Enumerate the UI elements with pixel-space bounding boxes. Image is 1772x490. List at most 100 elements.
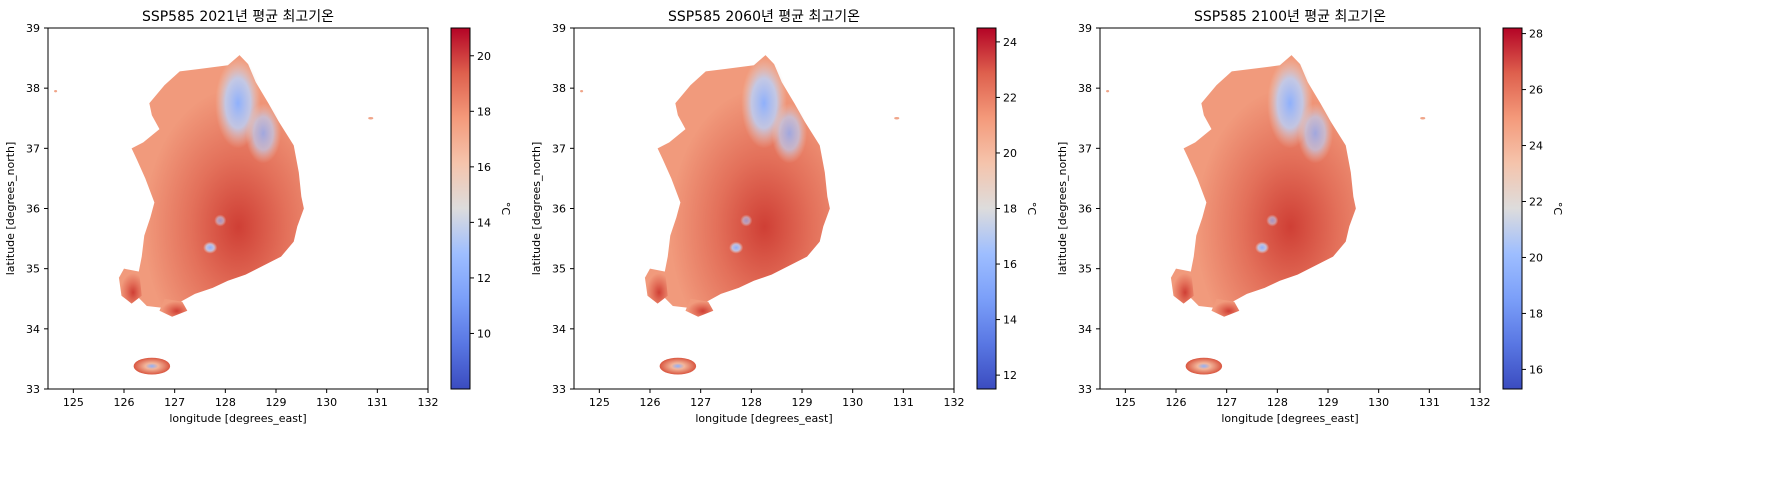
y-tick-label: 38 <box>552 82 566 95</box>
y-tick-label: 33 <box>1078 383 1092 396</box>
x-tick-label: 129 <box>266 396 287 409</box>
x-tick-label: 132 <box>1470 396 1491 409</box>
mainland-temperature-field <box>644 55 830 317</box>
jeju-island <box>659 357 697 375</box>
ulleungdo-island <box>1420 117 1426 120</box>
y-tick-label: 35 <box>552 263 566 276</box>
colorbar-tick-label: 20 <box>1003 147 1017 160</box>
ulleungdo-island <box>368 117 374 120</box>
mainland-temperature-field <box>118 55 304 317</box>
colorbar-tick-label: 18 <box>1529 307 1543 320</box>
cool-peak-deogyusan <box>740 214 753 227</box>
y-tick-label: 36 <box>26 203 40 216</box>
colorbar-tick-label: 16 <box>1003 258 1017 271</box>
colorbar-label: °C <box>499 202 512 216</box>
ulleungdo-island <box>894 117 900 120</box>
x-tick-label: 126 <box>114 396 135 409</box>
plot-area <box>580 55 900 375</box>
colorbar-gradient <box>1502 27 1523 390</box>
map-panel-2: SSP585 2060년 평균 최고기온 125 126 127 128 129 130 13… <box>530 9 1038 425</box>
map-panel-1: SSP585 2021년 평균 최고기온 125 126 127 128 129 130 13… <box>4 9 512 425</box>
y-tick-label: 39 <box>1078 22 1092 35</box>
y-tick-label: 33 <box>552 383 566 396</box>
y-tick-label: 34 <box>552 323 566 336</box>
cool-peak-jirisan <box>203 241 218 254</box>
colorbar-tick-label: 18 <box>477 105 491 118</box>
x-tick-label: 130 <box>1368 396 1389 409</box>
y-tick-label: 36 <box>552 203 566 216</box>
y-tick-label: 37 <box>1078 142 1092 155</box>
land-raster <box>1106 55 1426 375</box>
x-axis-label: longitude [degrees_east] <box>1221 412 1358 425</box>
colorbar-tick-label: 20 <box>1529 251 1543 264</box>
y-axis-label: latitude [degrees_north] <box>530 142 543 276</box>
cool-peak-deogyusan <box>214 214 227 227</box>
x-tick-label: 131 <box>367 396 388 409</box>
chart-title: SSP585 2021년 평균 최고기온 <box>142 9 334 25</box>
x-tick-label: 130 <box>842 396 863 409</box>
jeju-island <box>133 357 171 375</box>
y-axis-label: latitude [degrees_north] <box>1056 142 1069 276</box>
y-tick-label: 37 <box>552 142 566 155</box>
western-islet <box>580 89 584 93</box>
x-tick-label: 125 <box>63 396 84 409</box>
colorbar-tick-label: 16 <box>1529 363 1543 376</box>
cool-highland-east <box>1297 103 1334 164</box>
x-tick-label: 128 <box>1267 396 1288 409</box>
y-tick-label: 37 <box>26 142 40 155</box>
colorbar-tick-label: 14 <box>477 216 491 229</box>
chart-title: SSP585 2060년 평균 최고기온 <box>668 9 860 25</box>
land-raster <box>54 55 374 375</box>
x-tick-label: 129 <box>792 396 813 409</box>
x-tick-label: 128 <box>741 396 762 409</box>
x-tick-label: 132 <box>418 396 439 409</box>
western-islet <box>1106 89 1110 93</box>
x-tick-label: 125 <box>589 396 610 409</box>
western-islet <box>54 89 58 93</box>
colorbar-tick-label: 22 <box>1003 91 1017 104</box>
x-tick-label: 127 <box>1216 396 1237 409</box>
jeju-island <box>1185 357 1223 375</box>
colorbar-tick-label: 10 <box>477 327 491 340</box>
x-axis-label: longitude [degrees_east] <box>695 412 832 425</box>
y-axis-label: latitude [degrees_north] <box>4 142 17 276</box>
x-tick-label: 132 <box>944 396 965 409</box>
x-tick-label: 131 <box>1419 396 1440 409</box>
colorbar-label: °C <box>1551 202 1564 216</box>
y-tick-label: 34 <box>26 323 40 336</box>
colorbar-tick-label: 26 <box>1529 84 1543 97</box>
cool-peak-jirisan <box>1255 241 1270 254</box>
x-tick-label: 126 <box>640 396 661 409</box>
cool-peak-jirisan <box>729 241 744 254</box>
y-tick-label: 39 <box>26 22 40 35</box>
y-tick-label: 38 <box>26 82 40 95</box>
colorbar-tick-label: 20 <box>477 50 491 63</box>
x-tick-label: 125 <box>1115 396 1136 409</box>
colorbar-label: °C <box>1025 202 1038 216</box>
colorbar: 10 12 14 16 18 20 °C <box>450 27 512 390</box>
colorbar-tick-label: 14 <box>1003 314 1017 327</box>
x-tick-label: 127 <box>690 396 711 409</box>
cool-peak-deogyusan <box>1266 214 1279 227</box>
y-tick-label: 36 <box>1078 203 1092 216</box>
colorbar-tick-label: 28 <box>1529 28 1543 41</box>
map-panel-3: SSP585 2100년 평균 최고기온 125 126 127 128 129 130 13… <box>1056 9 1564 425</box>
colorbar-tick-label: 16 <box>477 161 491 174</box>
x-tick-label: 131 <box>893 396 914 409</box>
y-tick-label: 39 <box>552 22 566 35</box>
cool-highland-east <box>245 103 282 164</box>
x-axis-label: longitude [degrees_east] <box>169 412 306 425</box>
land-raster <box>580 55 900 375</box>
x-tick-label: 130 <box>316 396 337 409</box>
x-tick-label: 128 <box>215 396 236 409</box>
colorbar-tick-label: 24 <box>1003 36 1017 49</box>
cool-highland-east <box>771 103 808 164</box>
y-tick-label: 33 <box>26 383 40 396</box>
plot-area <box>1106 55 1426 375</box>
colorbar-tick-label: 22 <box>1529 196 1543 209</box>
x-tick-label: 129 <box>1318 396 1339 409</box>
colorbar-tick-label: 24 <box>1529 140 1543 153</box>
mainland-temperature-field <box>1170 55 1356 317</box>
y-tick-label: 34 <box>1078 323 1092 336</box>
